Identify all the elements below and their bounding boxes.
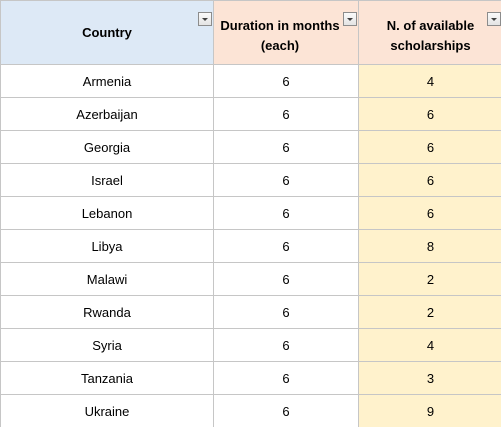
- table-row: Tanzania 6 3: [0, 361, 501, 395]
- cell-country[interactable]: Libya: [0, 229, 214, 263]
- cell-duration[interactable]: 6: [213, 295, 359, 329]
- cell-duration[interactable]: 6: [213, 163, 359, 197]
- header-scholarships-label-line1: N. of available: [386, 17, 475, 33]
- cell-scholarships[interactable]: 2: [358, 295, 501, 329]
- filter-dropdown-icon[interactable]: [487, 12, 501, 26]
- cell-country[interactable]: Georgia: [0, 130, 214, 164]
- cell-duration[interactable]: 6: [213, 328, 359, 362]
- cell-duration[interactable]: 6: [213, 262, 359, 296]
- cell-scholarships[interactable]: 6: [358, 196, 501, 230]
- cell-country[interactable]: Lebanon: [0, 196, 214, 230]
- cell-duration[interactable]: 6: [213, 361, 359, 395]
- cell-duration[interactable]: 6: [213, 196, 359, 230]
- cell-country[interactable]: Israel: [0, 163, 214, 197]
- cell-scholarships[interactable]: 8: [358, 229, 501, 263]
- header-duration[interactable]: Duration in months (each): [213, 0, 359, 65]
- cell-scholarships[interactable]: 9: [358, 394, 501, 427]
- table-row: Israel 6 6: [0, 163, 501, 197]
- cell-country[interactable]: Rwanda: [0, 295, 214, 329]
- cell-scholarships[interactable]: 3: [358, 361, 501, 395]
- table-row: Lebanon 6 6: [0, 196, 501, 230]
- table-row: Azerbaijan 6 6: [0, 97, 501, 131]
- cell-country[interactable]: Armenia: [0, 64, 214, 98]
- table-row: Rwanda 6 2: [0, 295, 501, 329]
- cell-duration[interactable]: 6: [213, 394, 359, 427]
- header-country-label: Country: [82, 24, 132, 40]
- cell-duration[interactable]: 6: [213, 229, 359, 263]
- cell-scholarships[interactable]: 6: [358, 97, 501, 131]
- filter-dropdown-icon[interactable]: [343, 12, 357, 26]
- cell-duration[interactable]: 6: [213, 130, 359, 164]
- header-duration-label-line2: (each): [260, 37, 300, 53]
- cell-scholarships[interactable]: 2: [358, 262, 501, 296]
- header-scholarships-label-line2: scholarships: [390, 37, 471, 53]
- cell-scholarships[interactable]: 4: [358, 64, 501, 98]
- table-row: Ukraine 6 9: [0, 394, 501, 427]
- header-duration-label-line1: Duration in months: [220, 17, 340, 33]
- header-row: Country Duration in months (each) N. of …: [0, 0, 501, 65]
- table-row: Libya 6 8: [0, 229, 501, 263]
- table-row: Georgia 6 6: [0, 130, 501, 164]
- table-row: Armenia 6 4: [0, 64, 501, 98]
- cell-country[interactable]: Malawi: [0, 262, 214, 296]
- header-country[interactable]: Country: [0, 0, 214, 65]
- table-row: Malawi 6 2: [0, 262, 501, 296]
- cell-country[interactable]: Tanzania: [0, 361, 214, 395]
- filter-dropdown-icon[interactable]: [198, 12, 212, 26]
- cell-country[interactable]: Azerbaijan: [0, 97, 214, 131]
- header-scholarships[interactable]: N. of available scholarships: [358, 0, 501, 65]
- cell-country[interactable]: Ukraine: [0, 394, 214, 427]
- cell-country[interactable]: Syria: [0, 328, 214, 362]
- cell-duration[interactable]: 6: [213, 64, 359, 98]
- cell-scholarships[interactable]: 6: [358, 130, 501, 164]
- cell-duration[interactable]: 6: [213, 97, 359, 131]
- table-row: Syria 6 4: [0, 328, 501, 362]
- cell-scholarships[interactable]: 4: [358, 328, 501, 362]
- cell-scholarships[interactable]: 6: [358, 163, 501, 197]
